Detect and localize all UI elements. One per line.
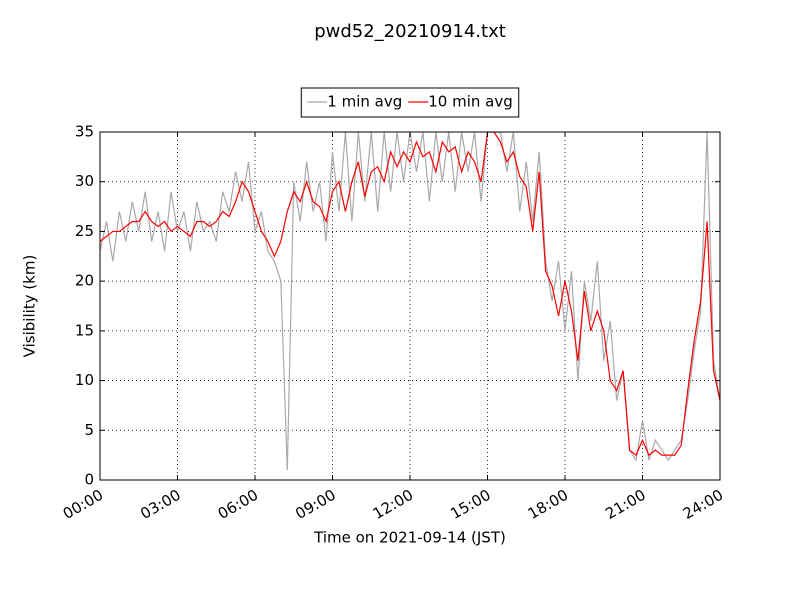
legend: 1 min avg 10 min avg — [300, 87, 520, 118]
x-axis-label: Time on 2021-09-14 (JST) — [313, 529, 506, 547]
y-tick-label: 5 — [84, 421, 94, 439]
y-tick-label: 25 — [75, 222, 94, 240]
series-line — [100, 132, 720, 471]
series-line — [100, 132, 720, 457]
y-tick-label: 0 — [84, 471, 94, 489]
y-axis-label: Visibility (km) — [21, 255, 39, 358]
legend-label: 10 min avg — [428, 93, 513, 111]
y-tick-label: 10 — [75, 371, 94, 389]
y-tick-label: 35 — [75, 123, 94, 141]
chart-title: pwd52_20210914.txt — [314, 21, 506, 42]
y-tick-label: 15 — [75, 321, 94, 339]
y-tick-label: 30 — [75, 172, 94, 190]
legend-label: 1 min avg — [327, 93, 402, 111]
y-tick-label: 20 — [75, 272, 94, 290]
plot-area — [100, 132, 720, 471]
